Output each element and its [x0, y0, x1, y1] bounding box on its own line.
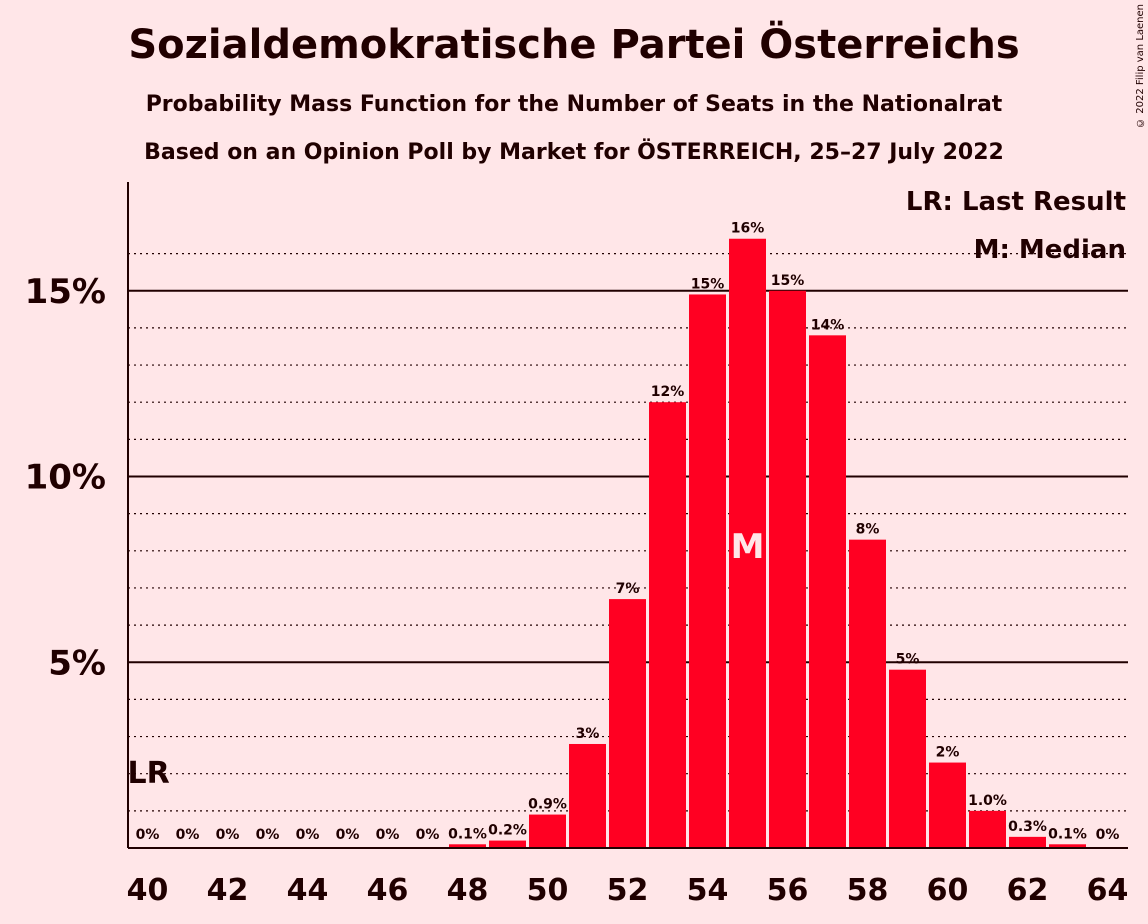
bar-seat-62	[1009, 836, 1046, 848]
data-label-seat-50: 0.9%	[528, 797, 567, 813]
x-tick-label: 40	[127, 873, 169, 908]
bar-seat-54	[689, 294, 726, 849]
data-label-seat-63: 0.1%	[1048, 826, 1087, 842]
data-label-seat-46: 0%	[376, 827, 400, 843]
data-label-seat-43: 0%	[256, 827, 280, 843]
chart-subtitle: Probability Mass Function for the Number…	[145, 92, 1003, 117]
data-label-seat-41: 0%	[176, 827, 200, 843]
data-label-seat-64: 0%	[1096, 827, 1120, 843]
data-label-seat-49: 0.2%	[488, 823, 527, 839]
data-label-seat-40: 0%	[136, 827, 160, 843]
x-tick-label: 56	[767, 873, 809, 908]
x-tick-label: 44	[287, 873, 329, 908]
x-tick-label: 54	[687, 873, 729, 908]
bar-seat-57	[809, 335, 846, 849]
bar-seat-60	[929, 762, 966, 848]
y-tick-label: 15%	[25, 272, 106, 312]
x-tick-label: 58	[847, 873, 889, 908]
data-label-seat-47: 0%	[416, 827, 440, 843]
data-label-seat-60: 2%	[936, 745, 960, 761]
y-tick-label: 5%	[48, 643, 106, 683]
x-tick-label: 48	[447, 873, 489, 908]
y-tick-label: 10%	[25, 458, 106, 498]
bar-seat-48	[449, 844, 486, 848]
x-tick-label: 52	[607, 873, 649, 908]
data-label-seat-53: 12%	[651, 384, 685, 400]
bar-seat-49	[489, 840, 526, 848]
data-label-seat-56: 15%	[771, 273, 805, 289]
data-label-seat-48: 0.1%	[448, 826, 487, 842]
chart-source: Based on an Opinion Poll by Market for Ö…	[144, 140, 1004, 165]
data-label-seat-61: 1.0%	[968, 793, 1007, 809]
data-label-seat-57: 14%	[811, 317, 845, 333]
data-label-seat-51: 3%	[576, 726, 600, 742]
x-tick-label: 64	[1087, 873, 1129, 908]
bar-seat-63	[1049, 844, 1086, 848]
data-label-seat-55: 16%	[731, 221, 765, 237]
bar-seat-56	[769, 290, 806, 848]
bar-seat-51	[569, 743, 606, 848]
x-tick-label: 46	[367, 873, 409, 908]
bar-seat-53	[649, 402, 686, 848]
chart-title: Sozialdemokratische Partei Österreichs	[128, 22, 1020, 68]
bar-seat-59	[889, 669, 926, 848]
bar-seat-52	[609, 599, 646, 848]
data-label-seat-52: 7%	[616, 581, 640, 597]
median-marker: M	[731, 527, 765, 567]
data-label-seat-62: 0.3%	[1008, 819, 1047, 835]
x-tick-label: 60	[927, 873, 969, 908]
data-label-seat-45: 0%	[336, 827, 360, 843]
data-label-seat-44: 0%	[296, 827, 320, 843]
bar-seat-58	[849, 539, 886, 848]
bar-seat-61	[969, 810, 1006, 848]
data-label-seat-54: 15%	[691, 276, 725, 292]
x-tick-label: 62	[1007, 873, 1049, 908]
legend-last-result: LR: Last Result	[906, 187, 1126, 217]
bar-seat-55	[729, 238, 766, 849]
x-tick-label: 42	[207, 873, 249, 908]
legend-median: M: Median	[974, 235, 1126, 265]
last-result-marker: LR	[128, 756, 170, 791]
bar-seat-50	[529, 814, 566, 848]
data-label-seat-58: 8%	[856, 522, 880, 538]
x-tick-label: 50	[527, 873, 569, 908]
data-label-seat-42: 0%	[216, 827, 240, 843]
data-label-seat-59: 5%	[896, 652, 920, 668]
